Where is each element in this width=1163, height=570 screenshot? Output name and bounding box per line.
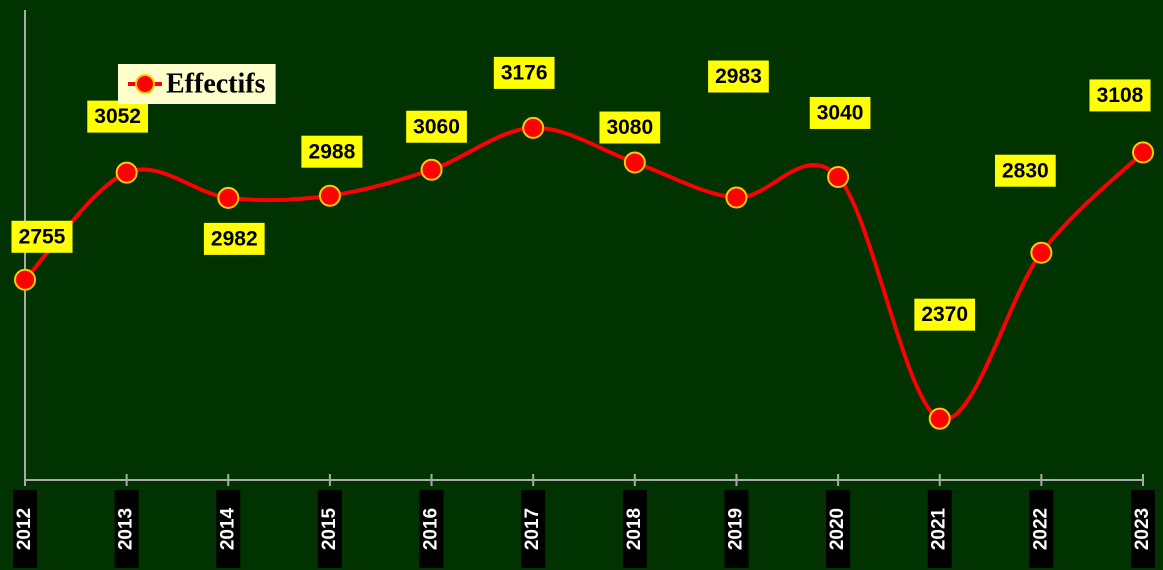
- x-tick-label: 2018: [624, 508, 645, 550]
- x-tick-label-box: [1029, 490, 1054, 568]
- value-label-box: [809, 96, 871, 129]
- x-tick-label-box: [13, 490, 37, 568]
- x-tick-label: 2013: [116, 508, 137, 550]
- marker: [1132, 141, 1154, 164]
- value-label: 3052: [94, 105, 141, 128]
- x-tick-label: 2021: [929, 507, 950, 550]
- value-label-box: [1089, 79, 1151, 112]
- x-tick-label-box: [216, 490, 241, 568]
- x-tick-label: 2020: [827, 508, 848, 550]
- value-label-box: [11, 220, 73, 253]
- x-tick-label-box: [1131, 490, 1155, 568]
- x-tick-label-box: [724, 490, 749, 568]
- legend-label: Effectifs: [166, 68, 266, 99]
- value-label-box: [599, 111, 661, 144]
- marker: [115, 161, 138, 184]
- value-label-box: [914, 298, 976, 331]
- value-label: 3108: [1097, 84, 1144, 107]
- x-tick-label-box: [114, 490, 139, 568]
- value-label-box: [493, 56, 555, 89]
- value-label-box: [406, 110, 467, 143]
- value-label: 3040: [817, 102, 864, 125]
- x-tick-label-box: [622, 490, 647, 568]
- x-tick-label: 2023: [1132, 508, 1153, 550]
- x-tick-label: 2022: [1030, 508, 1051, 550]
- marker: [14, 268, 36, 291]
- value-label: 2983: [715, 65, 762, 88]
- value-label-box: [301, 135, 363, 168]
- marker: [318, 184, 341, 207]
- x-tick-label: 2017: [522, 508, 543, 550]
- marker: [420, 158, 443, 181]
- x-tick-label: 2015: [319, 507, 340, 550]
- legend-marker: [135, 74, 155, 94]
- value-label: 2982: [211, 227, 258, 250]
- marker: [217, 186, 240, 209]
- value-label-box: [708, 60, 769, 93]
- marker: [522, 116, 545, 139]
- value-label-box: [203, 222, 265, 255]
- marker: [928, 407, 951, 430]
- x-tick-label-box: [826, 490, 851, 568]
- value-label: 2830: [1002, 159, 1049, 182]
- value-label-box: [87, 100, 148, 133]
- marker: [623, 151, 646, 174]
- marker: [827, 165, 850, 188]
- value-label: 3060: [413, 115, 460, 138]
- x-tick-label: 2012: [14, 508, 35, 550]
- value-label: 3080: [606, 116, 653, 139]
- value-label: 2988: [309, 140, 356, 163]
- x-tick-label: 2014: [217, 507, 238, 550]
- x-tick-label: 2019: [725, 508, 746, 550]
- x-tick-label-box: [317, 490, 342, 568]
- x-tick-label-box: [521, 490, 546, 568]
- marker: [1030, 241, 1053, 264]
- x-tick-label: 2016: [421, 508, 442, 550]
- value-label: 2370: [921, 303, 968, 326]
- value-label: 2755: [19, 225, 66, 248]
- value-label-box: [995, 154, 1056, 187]
- x-tick-label-box: [419, 490, 444, 568]
- x-tick-label-box: [927, 490, 952, 568]
- value-label: 3176: [501, 61, 548, 84]
- marker: [725, 186, 748, 209]
